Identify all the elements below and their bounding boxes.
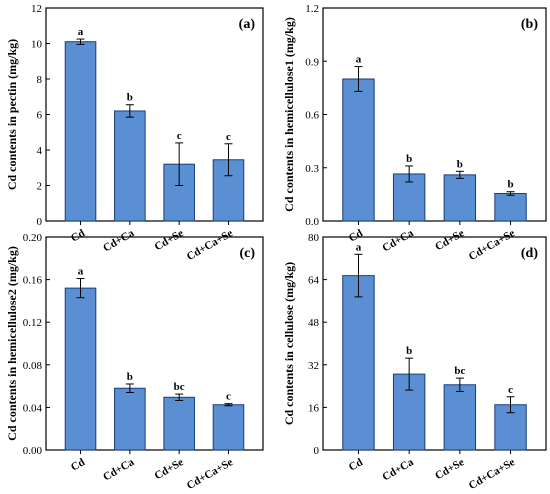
y-tick-label: 0.12 bbox=[23, 317, 42, 329]
significance-letter: bc bbox=[174, 381, 185, 393]
category-label: Cd+Ca+Se bbox=[467, 456, 517, 492]
category-label: Cd+Ca bbox=[101, 227, 137, 255]
bar-Cd bbox=[343, 276, 374, 450]
y-tick-label: 1.2 bbox=[305, 3, 319, 15]
significance-letter: b bbox=[406, 345, 412, 357]
significance-letter: c bbox=[226, 131, 231, 143]
significance-letter: b bbox=[406, 153, 412, 165]
panel-tag: (b) bbox=[521, 17, 538, 32]
y-tick-label: 0 bbox=[37, 216, 43, 228]
y-tick-label: 32 bbox=[308, 360, 319, 372]
y-axis-label: Cd contents in hemicellulose2 (mg/kg) bbox=[5, 246, 19, 441]
category-label: Cd+Ca bbox=[380, 456, 416, 484]
y-tick-label: 4 bbox=[37, 145, 43, 157]
panel-tag: (d) bbox=[521, 246, 538, 261]
y-tick-label: 0.16 bbox=[23, 275, 43, 287]
panel-tag: (a) bbox=[239, 17, 256, 32]
y-axis-label: Cd contents in hemicellulose1 (mg/kg) bbox=[282, 17, 296, 212]
category-label: Cd bbox=[69, 456, 87, 473]
significance-letter: a bbox=[78, 26, 84, 38]
bar-Cd+Ca bbox=[115, 111, 146, 221]
category-label: Cd+Ca+Se bbox=[185, 456, 235, 492]
y-tick-label: 12 bbox=[31, 3, 42, 15]
category-label: Cd+Se bbox=[433, 227, 466, 253]
category-label: Cd+Se bbox=[153, 227, 186, 253]
y-tick-label: 48 bbox=[308, 317, 320, 329]
y-tick-label: 10 bbox=[31, 39, 43, 51]
y-tick-label: 0.0 bbox=[305, 216, 319, 228]
significance-letter: c bbox=[177, 130, 182, 142]
significance-letter: c bbox=[508, 384, 513, 396]
bar-Cd+Se bbox=[444, 175, 475, 221]
y-axis-label: Cd contents in cellulose (mg/kg) bbox=[282, 262, 296, 425]
bar-Cd+Ca+Se bbox=[213, 405, 244, 450]
significance-letter: a bbox=[356, 54, 362, 66]
y-tick-label: 16 bbox=[308, 402, 320, 414]
category-label: Cd bbox=[347, 456, 365, 473]
y-tick-label: 0.3 bbox=[305, 163, 319, 175]
y-tick-label: 0.20 bbox=[23, 232, 43, 244]
category-label: Cd bbox=[69, 227, 87, 244]
bar-Cd+Ca bbox=[115, 388, 146, 450]
significance-letter: b bbox=[507, 179, 513, 191]
bar-Cd bbox=[343, 79, 374, 221]
bar-Cd+Se bbox=[164, 397, 195, 450]
y-tick-label: 0.00 bbox=[23, 445, 43, 457]
y-tick-label: 0.04 bbox=[23, 402, 43, 414]
category-label: Cd+Se bbox=[433, 456, 466, 482]
category-label: Cd+Ca bbox=[101, 456, 137, 484]
bar-Cd bbox=[65, 42, 96, 221]
category-label: Cd+Ca bbox=[380, 227, 416, 255]
y-tick-label: 0.9 bbox=[305, 56, 319, 68]
significance-letter: b bbox=[457, 158, 463, 170]
category-label: Cd+Ca+Se bbox=[185, 227, 235, 263]
bar-Cd+Ca+Se bbox=[495, 193, 526, 221]
significance-letter: a bbox=[78, 266, 84, 278]
significance-letter: a bbox=[356, 241, 362, 253]
significance-letter: b bbox=[127, 92, 133, 104]
bar-Cd+Se bbox=[444, 385, 475, 450]
panel-d: 0 16 32 48 64 80 Cd contents in cellulose (mg/… bbox=[282, 232, 546, 492]
y-axis-label: Cd contents in pectin (mg/kg) bbox=[5, 39, 19, 190]
category-label: Cd+Ca+Se bbox=[467, 227, 517, 263]
significance-letter: bc bbox=[454, 365, 465, 377]
panel-tag: (c) bbox=[239, 246, 255, 261]
bar-Cd bbox=[65, 288, 96, 450]
y-tick-label: 8 bbox=[37, 74, 43, 86]
y-tick-label: 0.6 bbox=[305, 110, 319, 122]
y-tick-label: 6 bbox=[37, 110, 43, 122]
y-tick-label: 0 bbox=[314, 445, 320, 457]
panel-c: 0.00 0.04 0.08 0.12 0.16 0.20 Cd contents in h… bbox=[5, 232, 263, 492]
y-tick-label: 0.08 bbox=[23, 360, 43, 372]
y-tick-label: 64 bbox=[308, 275, 320, 287]
y-tick-label: 2 bbox=[37, 181, 43, 193]
y-tick-label: 80 bbox=[308, 232, 320, 244]
significance-letter: b bbox=[127, 371, 133, 383]
significance-letter: c bbox=[226, 391, 231, 403]
category-label: Cd+Se bbox=[153, 456, 186, 482]
panel-b: 0.0 0.3 0.6 0.9 1.2 Cd contents in hemicellul… bbox=[282, 3, 546, 263]
panel-a: 0 2 4 6 8 10 12 Cd contents in pectin (mg/kg) (a… bbox=[5, 3, 263, 263]
